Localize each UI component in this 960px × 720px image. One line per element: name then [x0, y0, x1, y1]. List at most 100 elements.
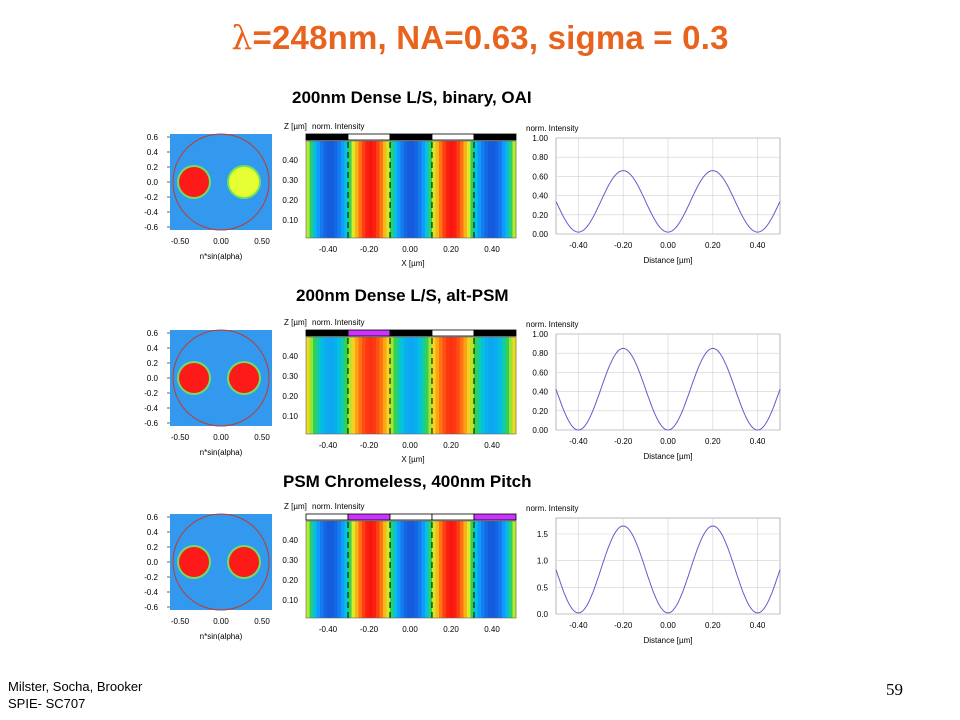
- chart-ytick-label: 0.80: [532, 153, 548, 162]
- intensity-cell: [453, 521, 457, 618]
- intensity-cell: [323, 337, 328, 434]
- pupil-ytick-label: 0.0: [147, 374, 159, 383]
- row-title-binary: 200nm Dense L/S, binary, OAI: [292, 88, 532, 107]
- chart-xtick-label: -0.20: [614, 621, 633, 630]
- intensity-cell: [348, 141, 352, 238]
- intensity-cell: [334, 521, 338, 618]
- intensity-cell: [355, 337, 359, 434]
- intensity-cell: [477, 337, 482, 434]
- intensity-cell: [330, 141, 335, 238]
- pupil-ytick-label: -0.6: [144, 603, 158, 612]
- aerial-xlabel: X [µm]: [401, 455, 424, 464]
- intensity-cell: [502, 141, 506, 238]
- intensity-cell: [355, 141, 359, 238]
- mask-segment: [389, 513, 433, 521]
- intensity-cell: [453, 141, 457, 238]
- intensity-cell: [418, 521, 422, 618]
- chart-ylabel: norm. Intensity: [526, 320, 578, 329]
- intensity-cell: [376, 337, 380, 434]
- slide-title-text: =248nm, NA=0.63, sigma = 0.3: [252, 19, 729, 56]
- pupil-xtick-label: 0.50: [254, 617, 270, 626]
- intensity-cell: [383, 337, 387, 434]
- intensity-cell: [362, 521, 366, 618]
- pupil-xtick-label: 0.50: [254, 237, 270, 246]
- pupil-ytick-label: 0.2: [147, 543, 159, 552]
- intensity-cell: [397, 337, 401, 434]
- intensity-cell: [358, 521, 363, 618]
- intensity-cell: [435, 141, 440, 238]
- intensity-cell: [323, 141, 328, 238]
- chart-ytick-label: 0.80: [532, 349, 548, 358]
- intensity-cell: [309, 337, 314, 434]
- intensity-cell: [407, 521, 412, 618]
- intensity-cell: [456, 521, 461, 618]
- intensity-cell: [456, 141, 461, 238]
- intensity-cell: [509, 141, 513, 238]
- intensity-cell: [474, 521, 478, 618]
- aerial-ytick-label: 0.30: [282, 176, 298, 185]
- aerial-ytick-label: 0.10: [282, 412, 298, 421]
- chart-series-line: [555, 347, 781, 431]
- intensity-cell: [442, 141, 447, 238]
- mask-segment: [305, 329, 349, 337]
- intensity-cell: [498, 521, 503, 618]
- aerial-xtick-label: 0.00: [402, 625, 418, 634]
- chart-xtick-label: 0.40: [750, 621, 766, 630]
- intensity-cell: [502, 337, 506, 434]
- intensity-cell: [355, 521, 359, 618]
- intensity-cell: [323, 521, 328, 618]
- page-number: 59: [886, 680, 903, 699]
- pupil-ytick-label: 0.0: [147, 178, 159, 187]
- intensity-cell: [313, 141, 317, 238]
- aerial-xtick-label: 0.40: [484, 441, 500, 450]
- pupil-xtick-label: -0.50: [171, 617, 190, 626]
- intensity-cell: [432, 521, 436, 618]
- pupil-ytick-label: -0.4: [144, 404, 158, 413]
- aerial-xtick-label: -0.20: [360, 441, 379, 450]
- chart-xlabel: Distance [µm]: [643, 452, 692, 461]
- pupil-xlabel: n*sin(alpha): [200, 252, 243, 261]
- intensity-cell: [306, 521, 310, 618]
- intensity-cell: [369, 141, 373, 238]
- slide-title: λ=248nm, NA=0.63, sigma = 0.3: [0, 18, 960, 57]
- intensity-cell: [341, 337, 345, 434]
- intensity-cell: [397, 521, 401, 618]
- intensity-cell: [435, 521, 440, 618]
- intensity-cell: [453, 337, 457, 434]
- chart-ytick-label: 1.00: [532, 330, 548, 339]
- pupil-ytick-label: -0.4: [144, 588, 158, 597]
- intensity-cell: [327, 141, 331, 238]
- intensity-cell: [512, 521, 517, 618]
- intensity-cell: [505, 141, 510, 238]
- pupil-ytick-label: 0.4: [147, 344, 159, 353]
- intensity-cell: [358, 141, 363, 238]
- intensity-cell: [449, 337, 454, 434]
- pupil-ytick-label: 0.0: [147, 558, 159, 567]
- aerial-xtick-label: 0.20: [443, 625, 459, 634]
- pupil-ytick-label: 0.2: [147, 359, 159, 368]
- aerial-ytick-label: 0.30: [282, 556, 298, 565]
- intensity-cell: [344, 337, 349, 434]
- intensity-cell: [432, 141, 436, 238]
- chart-xlabel: Distance [µm]: [643, 636, 692, 645]
- intensity-cell: [320, 337, 324, 434]
- pupil-xtick-label: 0.00: [213, 433, 229, 442]
- pupil-ytick-label: -0.6: [144, 223, 158, 232]
- intensity-cell: [463, 141, 468, 238]
- intensity-cell: [481, 141, 485, 238]
- intensity-cell: [477, 141, 482, 238]
- aerial-ytick-label: 0.10: [282, 216, 298, 225]
- intensity-cell: [488, 337, 492, 434]
- chart-xtick-label: 0.20: [705, 621, 721, 630]
- intensity-cell: [400, 337, 405, 434]
- intensity-cell: [491, 337, 496, 434]
- intensity-cell: [365, 141, 370, 238]
- chart-series-line: [555, 525, 781, 614]
- pupil-circle: [172, 133, 270, 231]
- pupil-plot-binary: 0.6 0.4 0.2 0.0 -0.2 -0.4 -0.6 -0.50 0.00 0.50 n*s…: [144, 133, 272, 261]
- intensity-cell: [481, 337, 485, 434]
- aerial-ytick-label: 0.10: [282, 596, 298, 605]
- intensity-cell: [351, 521, 356, 618]
- intensity-cell: [393, 141, 398, 238]
- intensity-cell: [316, 141, 321, 238]
